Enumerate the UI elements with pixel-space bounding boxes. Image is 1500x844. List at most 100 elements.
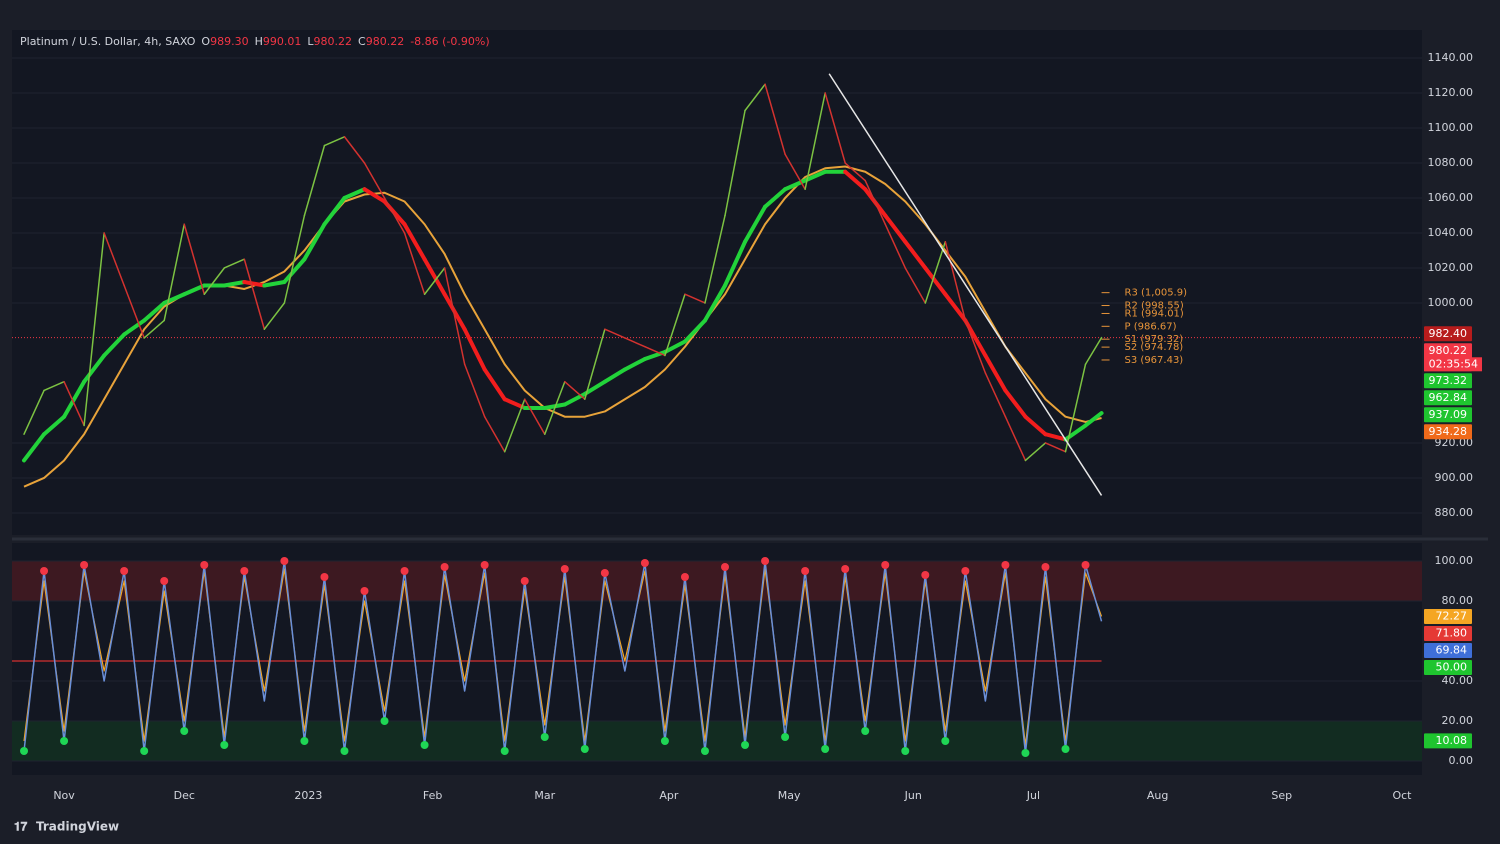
price-label-box: [1424, 424, 1472, 440]
price-label: 962.84: [1429, 391, 1468, 404]
change: -8.86 (-0.90%): [410, 35, 489, 48]
series-segment: [243, 258, 266, 330]
price-pane: [12, 30, 1422, 535]
series-segment: [482, 367, 507, 402]
extreme-marker: [801, 567, 810, 575]
series-segment: [924, 240, 947, 304]
extreme-marker: [360, 587, 369, 595]
series-segment: [702, 283, 728, 323]
price-label-box: [1424, 373, 1472, 389]
series-segment: [242, 279, 267, 288]
ohlc-key: O: [201, 35, 210, 48]
extreme-marker: [540, 733, 549, 741]
symbol: Platinum / U.S. Dollar, 4h, SAXO: [20, 35, 196, 48]
series-segment: [824, 92, 846, 164]
brand: TradingView: [36, 820, 119, 834]
series-segment: [82, 353, 107, 384]
price-label-box: [1424, 608, 1472, 624]
y-tick-label: 20.00: [1442, 714, 1474, 727]
series-segment: [42, 414, 67, 437]
series-segment: [223, 258, 246, 269]
series-segment: [403, 232, 426, 295]
extreme-marker: [1041, 563, 1050, 571]
extreme-marker: [480, 561, 489, 569]
series-segment: [803, 169, 828, 183]
y-tick-label: 1020.00: [1428, 261, 1474, 274]
series-segment: [423, 267, 446, 295]
price-label: 10.08: [1436, 734, 1468, 747]
extreme-marker: [40, 567, 49, 575]
ohlc-key: H: [255, 35, 263, 48]
y-tick-label: 1080.00: [1428, 156, 1474, 169]
extreme-marker: [680, 573, 689, 581]
price-label-box: [1424, 407, 1472, 423]
series-segment: [604, 328, 626, 339]
extreme-marker: [721, 563, 730, 571]
extreme-marker: [60, 737, 69, 745]
series-segment: [503, 398, 526, 453]
series-segment: [462, 327, 487, 372]
y-tick-label: 40.00: [1442, 674, 1474, 687]
extreme-marker: [240, 567, 249, 575]
series-segment: [283, 214, 306, 304]
extreme-marker: [20, 747, 29, 755]
series-segment: [662, 339, 687, 354]
series-segment: [302, 222, 327, 262]
extreme-marker: [140, 747, 149, 755]
series-segment: [222, 279, 247, 288]
series-segment: [883, 213, 908, 244]
series-segment: [1004, 415, 1027, 462]
series-segment: [422, 257, 447, 297]
series-segment: [784, 153, 806, 191]
series-segment: [43, 380, 65, 392]
extreme-marker: [761, 557, 770, 565]
extreme-marker: [380, 717, 389, 725]
price-label: 982.40: [1429, 327, 1468, 340]
series-segment: [903, 239, 928, 270]
extreme-marker: [640, 559, 649, 567]
series-segment: [203, 267, 226, 295]
price-label: 72.27: [1436, 609, 1468, 622]
ohlc-key: C: [358, 35, 366, 48]
extreme-marker: [821, 745, 830, 753]
x-tick-label: Apr: [659, 789, 679, 802]
series-segment: [123, 284, 145, 339]
extreme-marker: [120, 567, 129, 575]
series-segment: [383, 197, 406, 234]
series-segment: [83, 232, 105, 427]
extreme-marker: [901, 747, 910, 755]
series-segment: [724, 109, 746, 217]
extreme-marker: [1061, 745, 1070, 753]
series-segment: [963, 318, 988, 358]
y-tick-label: 80.00: [1442, 594, 1474, 607]
series-segment: [664, 293, 686, 357]
series-segment: [322, 196, 347, 227]
extreme-marker: [400, 567, 409, 575]
series-segment: [183, 223, 206, 295]
series-segment: [682, 318, 707, 344]
series-segment: [804, 92, 826, 191]
series-segment: [763, 187, 788, 209]
extreme-marker: [220, 741, 229, 749]
countdown: 02:35:54: [1429, 357, 1478, 370]
series-segment: [483, 415, 506, 453]
y-tick-label: 880.00: [1435, 506, 1474, 519]
pivot-label: P (986.67): [1125, 321, 1177, 332]
series-segment: [983, 353, 1008, 393]
series-segment: [163, 223, 185, 322]
series-segment: [744, 83, 766, 112]
series-segment: [303, 144, 326, 217]
ohlc-value: 990.01: [263, 35, 302, 48]
extreme-marker: [440, 563, 449, 571]
series-segment: [263, 302, 286, 330]
series-segment: [644, 345, 666, 357]
series-segment: [182, 283, 207, 297]
series-segment: [582, 379, 607, 396]
series-segment: [63, 380, 85, 427]
series-segment: [622, 356, 647, 372]
series-segment: [884, 223, 907, 269]
price-label: 980.22: [1429, 344, 1468, 357]
series-segment: [23, 389, 45, 435]
